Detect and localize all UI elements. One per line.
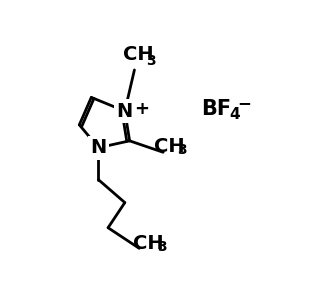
Text: 3: 3 [157, 240, 167, 254]
Text: 3: 3 [177, 143, 187, 157]
Text: CH: CH [154, 137, 184, 156]
Text: BF: BF [201, 99, 231, 119]
Text: N: N [117, 102, 133, 121]
Text: CH: CH [133, 234, 164, 253]
Text: +: + [134, 100, 149, 118]
Text: 4: 4 [229, 107, 240, 122]
Text: CH: CH [123, 45, 153, 64]
Text: 3: 3 [146, 54, 155, 68]
Text: N: N [90, 138, 107, 157]
Text: −: − [237, 94, 251, 112]
